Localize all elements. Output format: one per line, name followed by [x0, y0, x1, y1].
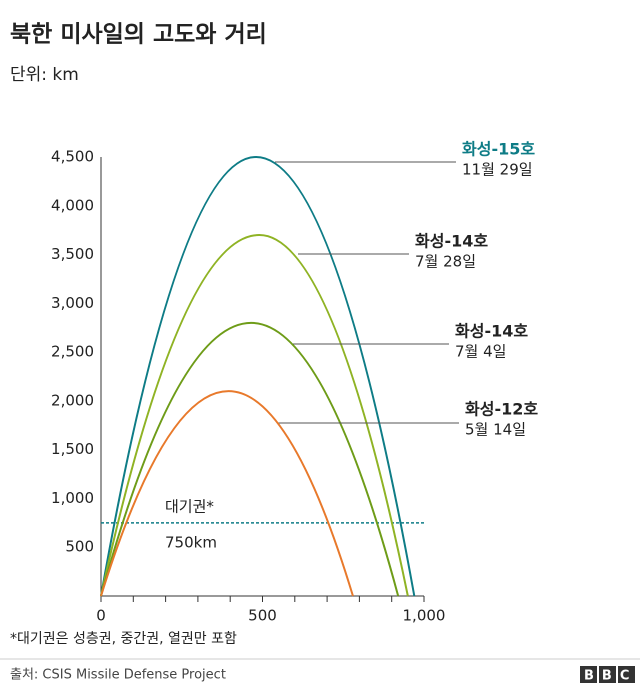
- trajectory: [100, 390, 354, 597]
- y-tick-label: 4,500: [51, 148, 94, 166]
- logo-box: [618, 666, 635, 683]
- footnote: *대기권은 성층권, 중간권, 열권만 포함: [10, 631, 237, 647]
- series-date: 7월 28일: [415, 253, 476, 271]
- series-name: 화성-14호: [415, 232, 488, 251]
- trajectory: [100, 321, 400, 597]
- series-name: 화성-15호: [462, 140, 535, 159]
- logo: BBC: [580, 666, 637, 684]
- y-tick-label: 1,500: [51, 440, 94, 458]
- reference-value-label: 750km: [165, 533, 217, 551]
- y-tick-label: 4,000: [51, 196, 94, 214]
- series-date: 7월 4일: [455, 343, 506, 361]
- y-tick-label: 3,000: [51, 294, 94, 312]
- x-tick-label: 500: [248, 607, 277, 625]
- series-name: 화성-14호: [455, 322, 528, 341]
- source: 출처: CSIS Missile Defense Project: [10, 668, 226, 683]
- series-date: 5월 14일: [465, 421, 526, 439]
- x-tick-label: 0: [96, 607, 106, 625]
- chart-title: 북한 미사일의 고도와 거리: [10, 22, 267, 48]
- logo-text: BBC: [584, 669, 637, 684]
- logo-box: [580, 666, 597, 683]
- reference-label: 대기권*: [165, 497, 214, 515]
- chart-subtitle: 단위: km: [10, 65, 79, 85]
- y-tick-label: 500: [65, 538, 94, 556]
- y-tick-label: 3,500: [51, 245, 94, 263]
- series-name: 화성-12호: [465, 400, 538, 419]
- trajectory: [100, 155, 416, 597]
- x-tick-label: 1,000: [403, 607, 446, 625]
- trajectory: [100, 234, 409, 597]
- series-date: 11월 29일: [462, 161, 533, 179]
- y-tick-label: 1,000: [51, 489, 94, 507]
- y-tick-label: 2,500: [51, 343, 94, 361]
- y-tick-label: 2,000: [51, 391, 94, 409]
- logo-box: [599, 666, 616, 683]
